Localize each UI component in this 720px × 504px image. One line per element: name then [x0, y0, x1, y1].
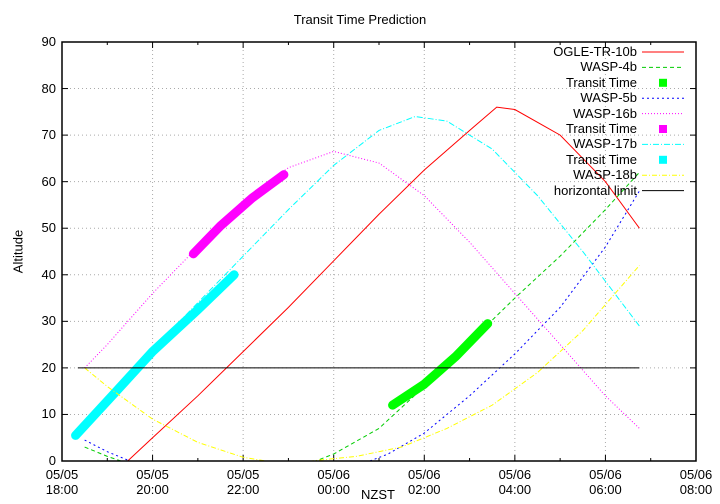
legend-entry: WASP-4b — [580, 59, 637, 75]
transit-marker-icon — [659, 125, 667, 133]
y-tick-label: 90 — [41, 34, 56, 49]
x-axis-label: NZST — [361, 487, 395, 502]
y-axis-label: Altitude — [10, 229, 26, 274]
series-line — [75, 115, 640, 439]
legend-entry: WASP-18b — [573, 167, 637, 183]
y-tick-label: 60 — [41, 173, 56, 189]
transit-marker-icon — [659, 78, 667, 87]
legend-entry: WASP-5b — [580, 90, 637, 106]
transit-band — [388, 319, 493, 410]
x-tick-label: 05/06 04:00 — [498, 467, 532, 497]
plot-frame — [61, 41, 697, 462]
y-tick-label: 0 — [48, 453, 56, 468]
y-tick-label: 10 — [41, 406, 56, 422]
chart-title: Transit Time Prediction — [293, 12, 427, 27]
series-line — [84, 265, 640, 462]
series-line — [84, 190, 640, 462]
series-line — [127, 106, 640, 462]
x-tick-label: 05/05 18:00 — [45, 467, 79, 497]
legend-entry: WASP-17b — [573, 136, 637, 152]
y-tick-label: 50 — [41, 220, 56, 236]
transit-band — [71, 270, 239, 440]
legend: OGLE-TR-10b WASP-4b Transit Time WASP-5b… — [553, 44, 637, 198]
x-tick-label: 05/06 02:00 — [408, 467, 441, 497]
transit-marker-icon — [659, 155, 667, 164]
y-tick-label: 80 — [41, 80, 56, 96]
legend-entry: horizontal limit — [553, 182, 637, 198]
y-tick-label: 40 — [41, 266, 56, 282]
legend-entry: Transit Time — [565, 74, 637, 90]
x-tick-label: 05/06 08:00 — [679, 467, 713, 497]
legend-entry: Transit Time — [565, 151, 637, 167]
legend-entry: Transit Time — [565, 120, 637, 136]
x-tick-label: 05/06 06:00 — [589, 467, 622, 497]
x-tick-label: 05/05 20:00 — [136, 467, 169, 497]
legend-entry: OGLE-TR-10b — [553, 44, 637, 59]
series-line — [84, 172, 640, 462]
y-tick-label: 30 — [41, 313, 56, 329]
legend-entry: WASP-16b — [573, 105, 637, 121]
x-tick-label: 05/05 22:00 — [226, 467, 260, 497]
x-tick-label: 05/06 00:00 — [317, 467, 350, 497]
transit-band — [188, 170, 289, 259]
y-tick-label: 20 — [41, 359, 56, 375]
series-line — [84, 150, 640, 429]
y-tick-label: 70 — [41, 127, 56, 143]
